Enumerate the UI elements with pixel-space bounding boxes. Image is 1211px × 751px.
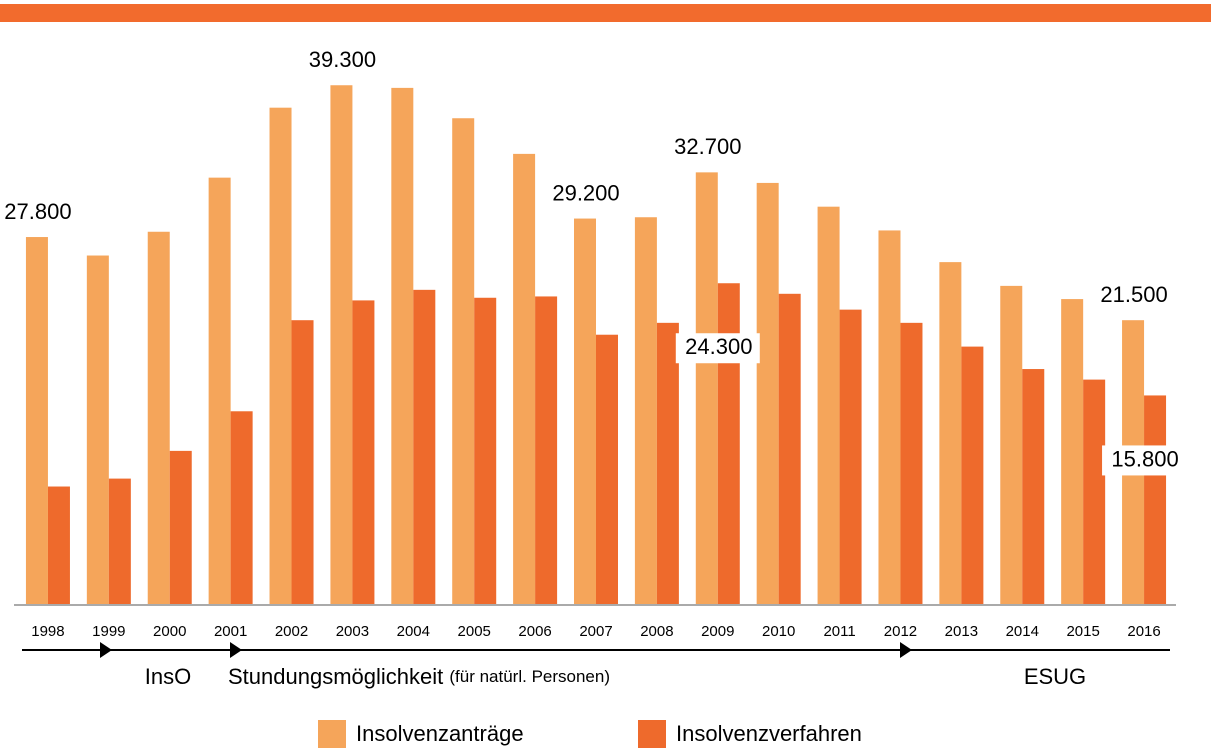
bar <box>291 320 314 604</box>
x-tick-label: 2006 <box>518 623 551 640</box>
bar <box>330 85 353 605</box>
bar <box>1022 369 1045 604</box>
bar <box>1144 395 1167 604</box>
x-tick-label: 2000 <box>153 623 186 640</box>
annotation-note: (für natürl. Personen) <box>449 667 610 686</box>
x-tick-label: 2009 <box>701 623 734 640</box>
bar <box>230 411 253 604</box>
x-tick-label: 2013 <box>945 623 978 640</box>
bar <box>208 177 231 604</box>
bar <box>452 118 475 605</box>
bar <box>939 262 962 604</box>
bar <box>269 107 292 605</box>
bar <box>839 309 862 604</box>
bar <box>1000 285 1023 604</box>
value-label: 21.500 <box>1100 282 1167 307</box>
value-label: 24.300 <box>685 334 752 359</box>
bar <box>574 218 596 604</box>
x-tick-label: 2007 <box>579 623 612 640</box>
x-tick-label: 2015 <box>1066 623 1099 640</box>
x-tick-label: 2001 <box>214 623 247 640</box>
bar <box>25 237 48 605</box>
legend-swatch <box>318 720 346 748</box>
bar <box>900 322 923 604</box>
x-tick-label: 1998 <box>31 623 64 640</box>
legend-label: Insolvenzanträge <box>356 721 524 746</box>
bar <box>817 206 840 604</box>
bar <box>961 346 984 604</box>
annotation: ESUG <box>1024 664 1086 689</box>
bar <box>391 87 414 604</box>
bar <box>474 297 497 604</box>
bar <box>695 172 718 605</box>
bar <box>878 230 901 604</box>
x-tick-label: 2010 <box>762 623 795 640</box>
value-label: 15.800 <box>1111 446 1178 471</box>
legend-label: Insolvenzverfahren <box>676 721 862 746</box>
x-tick-label: 2005 <box>458 623 491 640</box>
bar <box>596 334 618 604</box>
annotation: Stundungsmöglichkeit <box>228 664 443 689</box>
value-label: 27.800 <box>4 199 71 224</box>
bar <box>1061 299 1084 604</box>
annotation: InsO <box>145 664 191 689</box>
bar <box>108 478 131 604</box>
x-tick-label: 2003 <box>336 623 369 640</box>
x-tick-label: 2008 <box>640 623 673 640</box>
bar <box>1083 379 1106 604</box>
value-label: 29.200 <box>552 180 619 205</box>
bar <box>413 289 436 604</box>
x-tick-label: 2011 <box>823 623 855 640</box>
timeline-arrow <box>900 642 912 658</box>
bar <box>778 293 801 604</box>
x-tick-label: 2004 <box>397 623 430 640</box>
bar <box>352 300 375 604</box>
value-label: 39.300 <box>309 47 376 72</box>
bar <box>535 296 558 604</box>
x-tick-label: 2014 <box>1006 623 1039 640</box>
x-tick-label: 2012 <box>884 623 917 640</box>
header-bar <box>0 4 1211 22</box>
timeline-arrow <box>100 642 112 658</box>
bar <box>634 217 657 605</box>
bar <box>47 486 70 604</box>
bar <box>513 153 536 604</box>
x-tick-label: 2016 <box>1127 623 1160 640</box>
legend-swatch <box>638 720 666 748</box>
timeline-arrow <box>230 642 242 658</box>
x-tick-label: 2002 <box>275 623 308 640</box>
bar <box>169 450 192 604</box>
bar <box>147 231 170 604</box>
value-label-bg <box>1102 445 1187 476</box>
bar <box>656 322 679 604</box>
annotation: Stundungsmöglichkeit (für natürl. Person… <box>228 664 610 689</box>
bar <box>756 182 779 605</box>
x-tick-label: 1999 <box>92 623 125 640</box>
bar <box>86 255 109 604</box>
bar <box>717 283 740 604</box>
value-label: 32.700 <box>674 134 741 159</box>
value-label-bg <box>675 333 760 364</box>
